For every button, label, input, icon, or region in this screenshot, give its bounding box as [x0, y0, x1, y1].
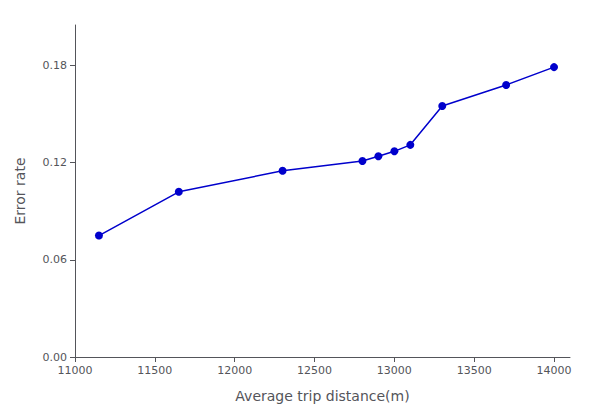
svg-text:0.00: 0.00: [43, 351, 68, 364]
svg-text:13500: 13500: [457, 364, 492, 377]
svg-text:14000: 14000: [537, 364, 572, 377]
svg-text:12000: 12000: [217, 364, 252, 377]
svg-text:13000: 13000: [377, 364, 412, 377]
svg-text:11500: 11500: [137, 364, 172, 377]
svg-text:11000: 11000: [58, 364, 93, 377]
svg-text:0.12: 0.12: [43, 156, 68, 169]
svg-text:0.18: 0.18: [43, 59, 68, 72]
svg-text:Error rate: Error rate: [12, 157, 28, 224]
svg-text:0.06: 0.06: [43, 253, 68, 266]
svg-text:Average trip distance(m): Average trip distance(m): [235, 388, 409, 404]
svg-text:12500: 12500: [297, 364, 332, 377]
